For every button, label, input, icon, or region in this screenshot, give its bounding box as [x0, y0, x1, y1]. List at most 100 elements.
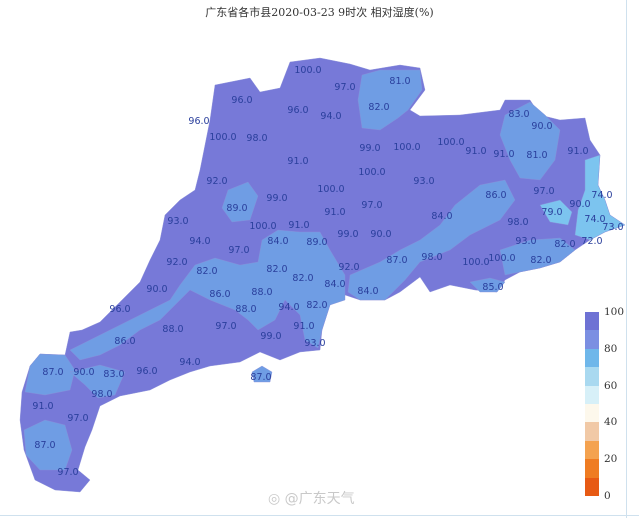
station-value-label: 82.0 [292, 273, 313, 284]
legend-band [585, 477, 599, 496]
station-value-label: 90.0 [370, 229, 391, 240]
station-value-label: 84.0 [357, 286, 378, 297]
map-title: 广东省各市县2020-03-23 9时次 相对湿度(%) [205, 6, 434, 19]
weibo-watermark: ◎ @广东天气 [268, 488, 355, 508]
station-value-label: 82.0 [266, 264, 287, 275]
station-value-label: 99.0 [266, 193, 287, 204]
station-value-label: 83.0 [103, 369, 124, 380]
station-value-label: 87.0 [386, 255, 407, 266]
station-value-label: 97.0 [533, 186, 554, 197]
station-value-label: 89.0 [306, 237, 327, 248]
station-value-label: 91.0 [32, 401, 53, 412]
legend-tick-label: 80 [604, 342, 618, 355]
legend-band [585, 422, 599, 441]
station-value-label: 87.0 [250, 372, 271, 383]
station-value-label: 93.0 [304, 338, 325, 349]
station-value-label: 88.0 [251, 287, 272, 298]
station-value-label: 97.0 [57, 467, 78, 478]
region-83 [69, 364, 126, 399]
station-value-label: 94.0 [179, 357, 200, 368]
station-value-label: 74.0 [584, 214, 605, 225]
station-value-label: 82.0 [306, 300, 327, 311]
station-value-label: 100.0 [358, 167, 385, 178]
station-value-label: 96.0 [188, 116, 209, 127]
station-value-label: 94.0 [278, 302, 299, 313]
station-value-label: 92.0 [166, 257, 187, 268]
region-northeast-80s [357, 69, 423, 131]
station-value-label: 90.0 [73, 367, 94, 378]
legend-tick-label: 20 [604, 453, 618, 466]
station-value-label: 82.0 [554, 239, 575, 250]
station-value-label: 100.0 [317, 184, 344, 195]
station-value-label: 72.0 [581, 236, 602, 247]
station-value-label: 91.0 [287, 156, 308, 167]
station-value-label: 81.0 [526, 150, 547, 161]
station-value-label: 97.0 [215, 321, 236, 332]
station-value-label: 100.0 [294, 65, 321, 76]
station-value-label: 87.0 [42, 367, 63, 378]
region-85 [469, 277, 506, 293]
station-value-label: 100.0 [393, 142, 420, 153]
legend-band [585, 367, 599, 386]
region-74 [574, 154, 626, 241]
station-value-label: 79.0 [541, 207, 562, 218]
station-value-label: 81.0 [389, 76, 410, 87]
station-value-label: 90.0 [569, 199, 590, 210]
station-value-label: 91.0 [293, 321, 314, 332]
island-region [251, 365, 273, 383]
station-value-label: 97.0 [67, 413, 88, 424]
station-value-label: 90.0 [146, 284, 167, 295]
legend-tick-label: 100 [604, 306, 625, 318]
station-value-label: 96.0 [231, 95, 252, 106]
station-value-label: 93.0 [167, 216, 188, 227]
station-value-label: 97.0 [334, 82, 355, 93]
station-value-label: 82.0 [196, 266, 217, 277]
region-89 [221, 181, 259, 223]
region-87-west [24, 353, 76, 396]
station-value-label: 100.0 [462, 257, 489, 268]
frame-border-bottom [0, 515, 639, 516]
frame-border-right [626, 0, 627, 518]
station-value-label: 96.0 [109, 304, 130, 315]
station-value-label: 84.0 [431, 211, 452, 222]
station-value-label: 98.0 [91, 389, 112, 400]
watermark-text: @广东天气 [284, 491, 355, 507]
legend-tick-label: 60 [604, 379, 618, 392]
weibo-icon: ◎ [268, 491, 281, 507]
station-value-label: 88.0 [235, 304, 256, 315]
station-value-label: 100.0 [437, 137, 464, 148]
legend-band [585, 404, 599, 423]
station-value-label: 86.0 [114, 336, 135, 347]
region-southeast-80s [499, 237, 576, 276]
station-value-label: 93.0 [413, 176, 434, 187]
station-value-label: 94.0 [320, 111, 341, 122]
legend-band [585, 385, 599, 404]
legend-band [585, 440, 599, 460]
station-value-label: 98.0 [246, 133, 267, 144]
station-value-label: 97.0 [361, 200, 382, 211]
station-value-label: 83.0 [508, 109, 529, 120]
station-value-label: 89.0 [226, 203, 247, 214]
station-value-label: 100.0 [209, 132, 236, 143]
station-value-label: 99.0 [359, 143, 380, 154]
station-value-label: 100.0 [488, 253, 515, 264]
region-87-southwest [23, 419, 73, 471]
station-value-label: 98.0 [421, 252, 442, 263]
station-value-label: 97.0 [228, 245, 249, 256]
station-value-label: 91.0 [324, 207, 345, 218]
legend-tick-label: 0 [604, 490, 611, 502]
station-value-label: 100.0 [249, 221, 276, 232]
station-value-label: 98.0 [507, 217, 528, 228]
station-value-label: 92.0 [338, 262, 359, 273]
region-central-80s [69, 229, 346, 361]
station-value-label: 91.0 [288, 220, 309, 231]
station-value-label: 91.0 [567, 146, 588, 157]
legend-band [585, 330, 599, 349]
legend-band [585, 312, 599, 331]
station-value-label: 88.0 [162, 324, 183, 335]
station-value-label: 99.0 [337, 229, 358, 240]
station-value-label: 92.0 [206, 176, 227, 187]
station-value-label: 91.0 [465, 146, 486, 157]
station-value-label: 99.0 [260, 331, 281, 342]
